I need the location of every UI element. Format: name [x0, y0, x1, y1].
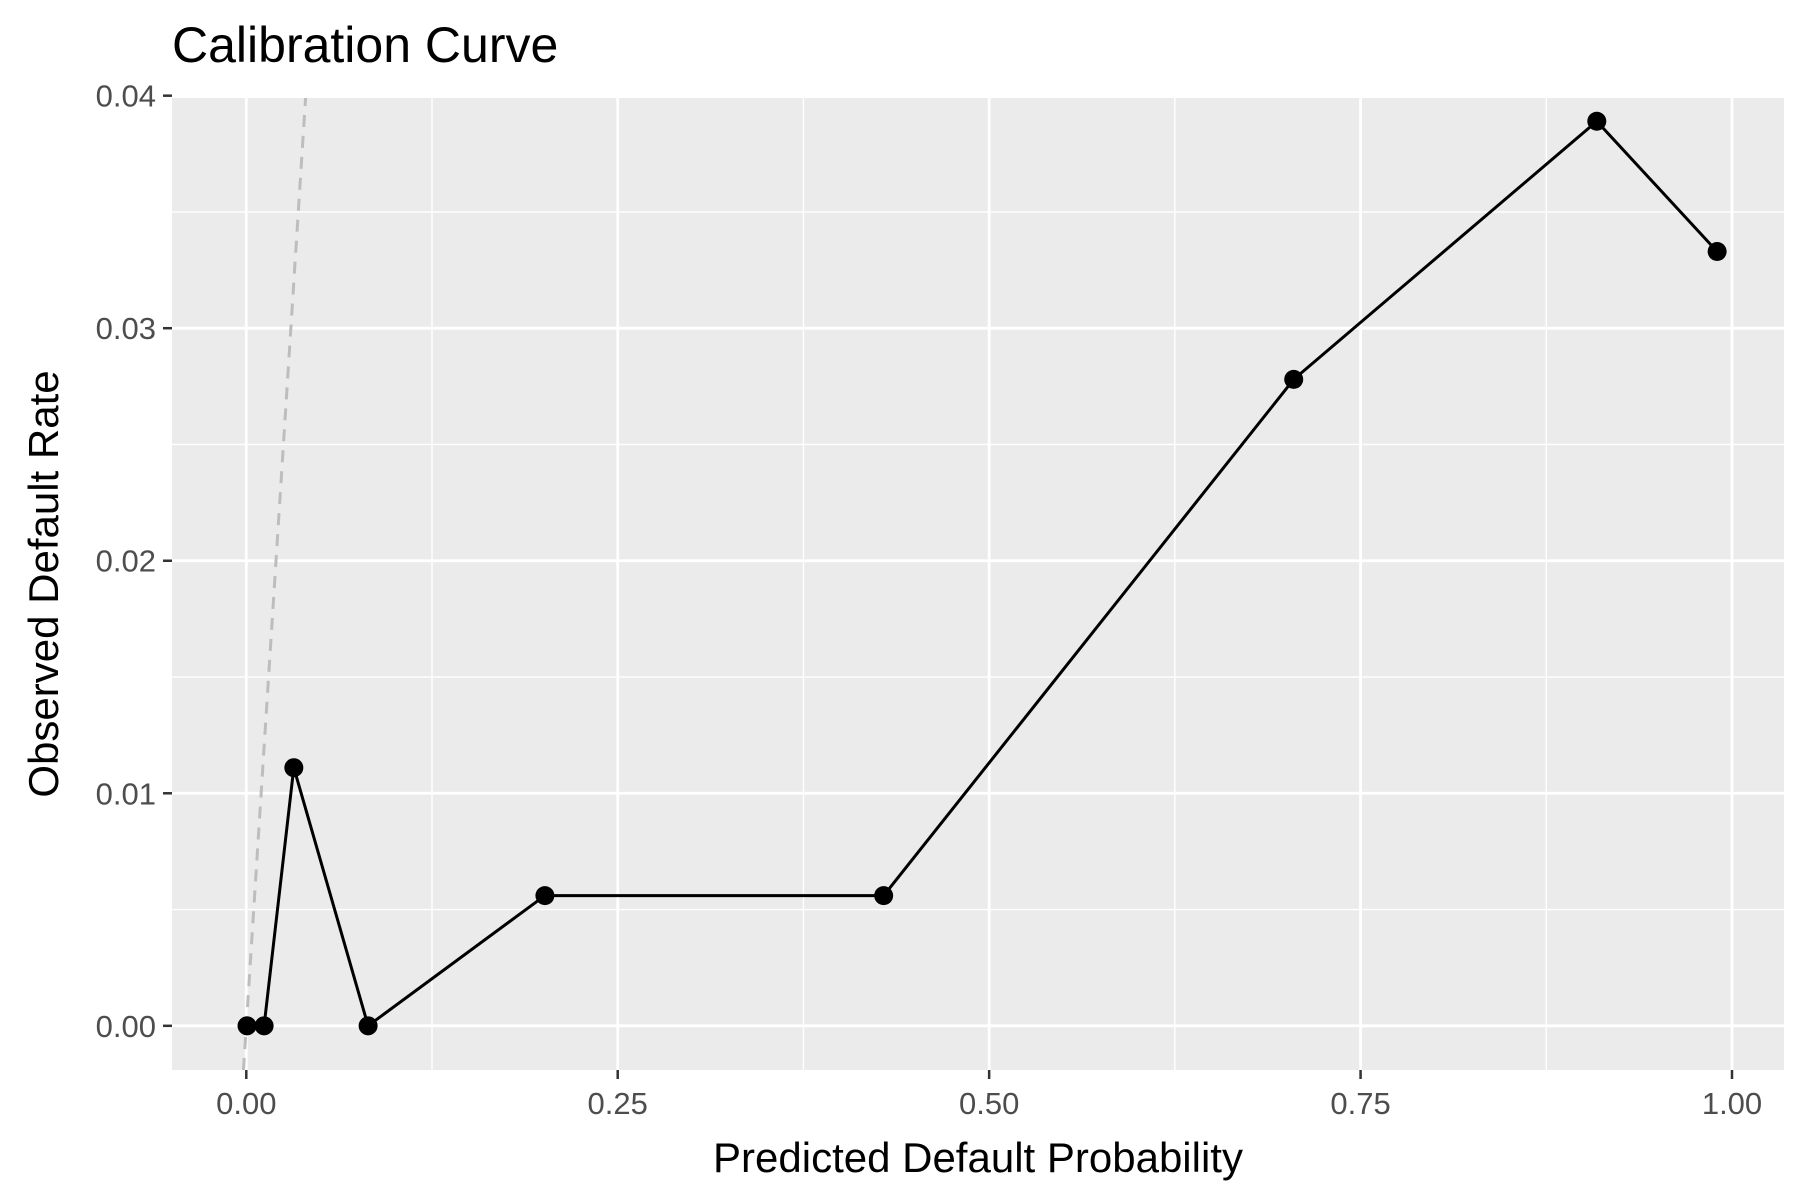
- data-point: [874, 886, 894, 906]
- major-gridlines: [172, 94, 1784, 1070]
- y-tick-label: 0.00: [96, 1009, 156, 1044]
- y-tick-label: 0.04: [96, 79, 156, 114]
- x-tick-label: 0.25: [588, 1086, 648, 1121]
- data-point: [1587, 111, 1607, 131]
- x-tick-label: 0.00: [216, 1086, 276, 1121]
- reference-line: [241, 98, 308, 1070]
- y-tick-label: 0.02: [96, 544, 156, 579]
- x-axis-ticks: 0.00 0.25 0.50 0.75 1.00: [216, 1070, 1762, 1121]
- data-point: [284, 758, 304, 778]
- x-tick-label: 0.50: [959, 1086, 1019, 1121]
- data-point: [254, 1016, 274, 1036]
- x-tick-label: 1.00: [1702, 1086, 1762, 1121]
- y-axis-title: Observed Default Rate: [20, 370, 67, 797]
- plot-panel: [172, 98, 1784, 1070]
- data-point: [1707, 241, 1727, 261]
- data-point: [535, 886, 555, 906]
- data-points: [237, 111, 1727, 1036]
- minor-gridlines: [172, 98, 1784, 1070]
- chart-title: Calibration Curve: [172, 17, 558, 73]
- y-tick-label: 0.01: [96, 776, 156, 811]
- x-axis-title: Predicted Default Probability: [713, 1134, 1243, 1181]
- y-tick-label: 0.03: [96, 311, 156, 346]
- x-tick-label: 0.75: [1330, 1086, 1390, 1121]
- data-point: [237, 1016, 257, 1036]
- data-point: [1284, 369, 1304, 389]
- data-point: [358, 1016, 378, 1036]
- y-axis-ticks: 0.00 0.01 0.02 0.03 0.04: [96, 79, 172, 1044]
